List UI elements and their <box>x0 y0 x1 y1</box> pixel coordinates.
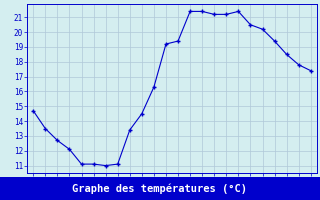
Text: Graphe des températures (°C): Graphe des températures (°C) <box>73 183 247 194</box>
